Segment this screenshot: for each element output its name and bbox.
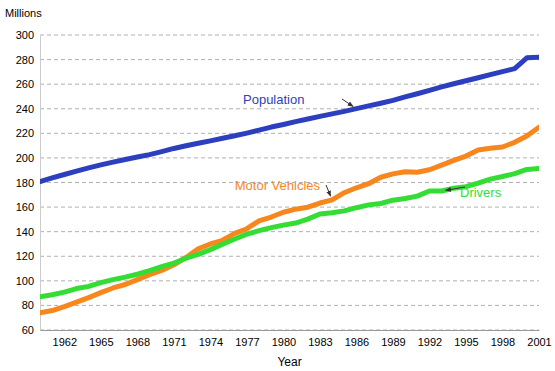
- y-tick: 140: [16, 226, 40, 238]
- y-axis-title: Millions: [5, 7, 42, 19]
- grid-line: [40, 108, 539, 109]
- y-tick: 160: [16, 201, 40, 213]
- x-tick-label: 1968: [126, 336, 150, 348]
- series-label: Population: [243, 92, 304, 107]
- x-tick-label: 1977: [235, 336, 259, 348]
- grid-line: [40, 35, 539, 36]
- y-tick: 80: [22, 299, 40, 311]
- x-tick-label: 1983: [308, 336, 332, 348]
- y-tick-label: 60: [22, 324, 34, 336]
- x-tick: 1968: [126, 330, 150, 348]
- series-line: [40, 169, 539, 297]
- y-axis: 60 80 100 120 140 160 180 200 220 240 260 280 300: [16, 29, 41, 336]
- x-axis-title: Year: [277, 355, 301, 369]
- x-tick-label: 1992: [418, 336, 442, 348]
- chart: 60 80 100 120 140 160 180 200 220 240 260 280 300 196…: [0, 0, 555, 371]
- y-tick-label: 80: [22, 299, 34, 311]
- x-tick: 1989: [381, 330, 405, 348]
- y-tick-label: 120: [16, 250, 34, 262]
- x-tick: 2001: [527, 330, 551, 348]
- y-tick-label: 300: [16, 29, 34, 41]
- x-tick: 1980: [272, 330, 296, 348]
- grid-line: [40, 59, 539, 60]
- plot-area: 60 80 100 120 140 160 180 200 220 240 260 280 300 196…: [16, 29, 552, 348]
- y-tick-label: 280: [16, 54, 34, 66]
- y-tick-label: 220: [16, 127, 34, 139]
- grid-line: [40, 256, 539, 257]
- y-tick: 220: [16, 127, 40, 139]
- y-tick: 180: [16, 177, 40, 189]
- x-tick: 1992: [418, 330, 442, 348]
- x-tick-label: 2001: [527, 336, 551, 348]
- x-tick: 1974: [199, 330, 223, 348]
- series-label: Drivers: [460, 185, 502, 200]
- lines: [40, 57, 539, 313]
- x-axis-line: [41, 330, 540, 331]
- x-tick-label: 1995: [454, 336, 478, 348]
- x-tick-label: 1962: [53, 336, 77, 348]
- grid-line: [40, 231, 539, 232]
- y-tick-label: 140: [16, 226, 34, 238]
- series-line: [40, 57, 539, 182]
- x-tick: 1965: [89, 330, 113, 348]
- x-axis: 1962 1965 1968 1971 1974 1977 1980 1983 1986 1989…: [41, 330, 552, 348]
- grid-line: [40, 305, 539, 306]
- y-tick-label: 160: [16, 201, 34, 213]
- y-tick: 300: [16, 29, 40, 41]
- x-tick: 1962: [53, 330, 77, 348]
- y-tick-label: 100: [16, 275, 34, 287]
- grid-line: [40, 84, 539, 85]
- y-tick: 280: [16, 54, 40, 66]
- y-tick-label: 200: [16, 152, 34, 164]
- x-tick-label: 1989: [381, 336, 405, 348]
- grid-line: [40, 133, 539, 134]
- x-tick: 1998: [491, 330, 515, 348]
- x-tick-label: 1998: [491, 336, 515, 348]
- series-line: [40, 127, 539, 313]
- y-tick: 200: [16, 152, 40, 164]
- x-tick: 1995: [454, 330, 478, 348]
- y-tick: 60: [22, 324, 40, 336]
- x-tick-label: 1986: [345, 336, 369, 348]
- grid-line: [40, 330, 539, 331]
- x-tick-label: 1971: [162, 336, 186, 348]
- annotations: Population Motor Vehicles Drivers: [235, 92, 502, 200]
- y-tick-label: 180: [16, 177, 34, 189]
- y-tick-label: 240: [16, 103, 34, 115]
- label-arrow: [326, 185, 331, 196]
- x-tick-label: 1965: [89, 336, 113, 348]
- x-tick: 1977: [235, 330, 259, 348]
- y-tick: 100: [16, 275, 40, 287]
- grid-line: [40, 207, 539, 208]
- x-tick-label: 1980: [272, 336, 296, 348]
- x-tick-label: 1974: [199, 336, 223, 348]
- x-tick: 1971: [162, 330, 186, 348]
- grid: [40, 35, 539, 330]
- x-tick: 1983: [308, 330, 332, 348]
- label-arrow: [342, 99, 353, 106]
- y-tick-label: 260: [16, 78, 34, 90]
- y-tick: 260: [16, 78, 40, 90]
- series-label: Motor Vehicles: [235, 178, 321, 193]
- y-tick: 240: [16, 103, 40, 115]
- y-tick: 120: [16, 250, 40, 262]
- x-tick: 1986: [345, 330, 369, 348]
